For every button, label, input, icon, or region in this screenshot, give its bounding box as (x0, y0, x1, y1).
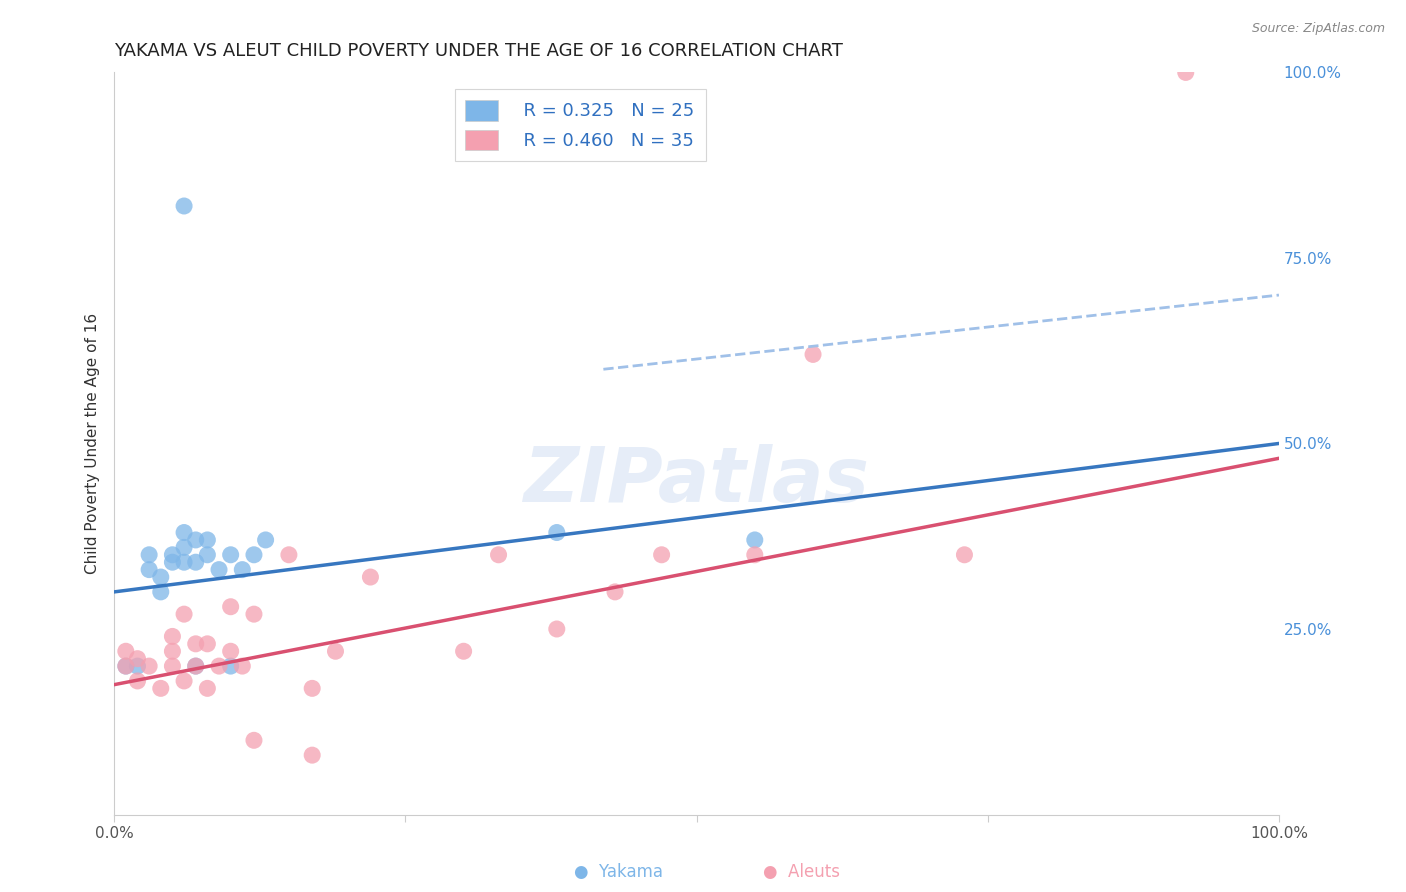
Point (546, 525, 568, 540)
Point (138, 563, 160, 577)
Point (138, 548, 160, 562)
Legend:   R = 0.325   N = 25,   R = 0.460   N = 35: R = 0.325 N = 25, R = 0.460 N = 35 (454, 89, 706, 161)
Point (173, 607, 195, 622)
Point (195, 548, 218, 562)
Point (219, 599, 242, 614)
Point (243, 548, 266, 562)
Point (219, 659, 242, 673)
Point (114, 644, 136, 658)
Point (184, 555, 207, 569)
Point (953, 548, 976, 562)
Point (127, 651, 149, 665)
Point (162, 555, 184, 569)
Point (114, 659, 136, 673)
Point (301, 681, 323, 696)
Point (231, 659, 253, 673)
Point (184, 659, 207, 673)
Point (243, 607, 266, 622)
Point (149, 681, 172, 696)
Point (173, 555, 195, 569)
Point (1174, 65, 1197, 79)
Text: YAKAMA VS ALEUT CHILD POVERTY UNDER THE AGE OF 16 CORRELATION CHART: YAKAMA VS ALEUT CHILD POVERTY UNDER THE … (114, 42, 844, 60)
Point (359, 570, 381, 584)
Point (184, 637, 207, 651)
Point (277, 548, 299, 562)
Point (127, 673, 149, 688)
Text: ●  Aleuts: ● Aleuts (763, 863, 839, 881)
Point (195, 681, 218, 696)
Text: Source: ZipAtlas.com: Source: ZipAtlas.com (1251, 22, 1385, 36)
Point (162, 659, 184, 673)
Point (208, 659, 231, 673)
Point (231, 563, 253, 577)
Point (208, 563, 231, 577)
Text: ZIPatlas: ZIPatlas (523, 443, 869, 517)
Point (651, 548, 673, 562)
Point (149, 570, 172, 584)
Point (301, 748, 323, 763)
Point (184, 533, 207, 547)
Point (114, 659, 136, 673)
Point (219, 644, 242, 658)
Point (173, 199, 195, 213)
Point (138, 659, 160, 673)
Text: ●  Yakama: ● Yakama (574, 863, 664, 881)
Point (162, 644, 184, 658)
Point (162, 629, 184, 643)
Point (546, 622, 568, 636)
Point (149, 585, 172, 599)
Point (325, 644, 347, 658)
Point (195, 637, 218, 651)
Point (173, 673, 195, 688)
Point (127, 659, 149, 673)
Point (195, 533, 218, 547)
Point (173, 525, 195, 540)
Point (173, 541, 195, 555)
Point (162, 548, 184, 562)
Point (744, 548, 766, 562)
Point (254, 533, 277, 547)
Point (801, 347, 824, 361)
Y-axis label: Child Poverty Under the Age of 16: Child Poverty Under the Age of 16 (86, 313, 100, 574)
Point (184, 659, 207, 673)
Point (488, 548, 510, 562)
Point (453, 644, 475, 658)
Point (219, 548, 242, 562)
Point (603, 585, 626, 599)
Point (243, 733, 266, 747)
Point (744, 533, 766, 547)
